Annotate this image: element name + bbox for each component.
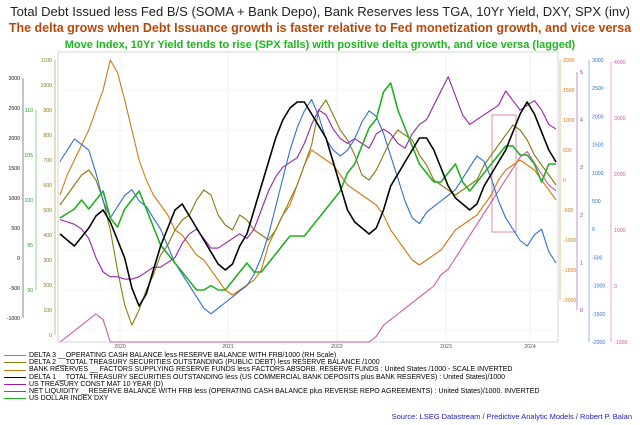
right-axis-2-tick-label: 1000	[592, 171, 604, 177]
series-line-4	[59, 98, 557, 315]
legend-label: BANK RESERVES __ FACTORS SUPPLYING RESER…	[29, 366, 513, 374]
right-axis-2-tick-label: 500	[592, 199, 601, 205]
legend-item: NET LIQUIDITY __RESERVE BALANCE WITH FRB…	[4, 388, 640, 395]
left-axis-outer-tick-label: 2000	[8, 136, 20, 142]
right-axis-4-tick-label: 2000	[614, 172, 626, 178]
x-tick-label: 2023	[440, 344, 452, 350]
right-axis-2-tick-label: 2500	[592, 86, 604, 92]
right-axis-2-tick-label: 2000	[592, 114, 604, 120]
chart-title: Total Debt Issued less Fed B/S (SOMA + B…	[10, 4, 630, 19]
right-axis-2-tick-label: 3000	[592, 58, 604, 64]
left-axis-inner-tick-label: 110	[25, 108, 33, 114]
left-axis-middle-tick-label: 100	[43, 308, 52, 314]
chart-subtitle: The delta grows when Debt Issuance growt…	[8, 21, 632, 35]
right-axis-3-tick-label: 0	[580, 308, 583, 314]
legend-item: DELTA 2 __TOTAL TREASURY SECURITIES OUTS…	[4, 359, 640, 366]
left-axis-middle-tick-label: 800	[43, 133, 52, 139]
right-axis-2-tick-label: -500	[592, 255, 602, 261]
left-axis-middle-tick-label: 700	[43, 158, 52, 164]
axes-layer: 300025002000150010005000-500-10001101051…	[7, 58, 628, 350]
x-tick-label: 2020	[114, 344, 126, 350]
right-axis-1-tick-label: 1000	[563, 118, 575, 124]
right-axis-2-tick-label: -1000	[592, 284, 605, 290]
right-axis-3-tick-label: 1	[580, 260, 583, 266]
legend-item: BANK RESERVES __ FACTORS SUPPLYING RESER…	[4, 366, 640, 373]
left-axis-inner-tick-label: 105	[24, 153, 33, 159]
right-axis-4-tick-label: 1000	[614, 228, 626, 234]
series-line-6	[59, 151, 557, 343]
legend-swatch	[4, 383, 26, 385]
plot-area	[57, 51, 559, 343]
left-axis-middle-tick-label: 400	[43, 233, 52, 239]
right-axis-1-tick-label: 2000	[563, 58, 575, 64]
series-line-2	[59, 59, 557, 296]
legend-swatch	[4, 398, 26, 400]
left-axis-middle-tick-label: 200	[43, 283, 52, 289]
right-axis-2-tick-label: 0	[592, 227, 595, 233]
left-axis-outer-tick-label: 2500	[8, 106, 20, 112]
chart-subtitle-2: Move Index, 10Yr Yield tends to rise (SP…	[64, 39, 576, 51]
right-axis-4-tick-label: -1000	[614, 340, 627, 346]
legend-swatch	[4, 369, 26, 371]
left-axis-outer-tick-label: 0	[17, 256, 20, 262]
legend-swatch	[4, 362, 26, 364]
right-axis-4-tick-label: 3000	[614, 116, 626, 122]
right-axis-4-tick-label: 0	[614, 284, 617, 290]
right-axis-2-tick-label: -2000	[592, 340, 605, 346]
left-axis-middle-tick-label: 1100	[41, 58, 52, 64]
left-axis-middle-tick-label: 1000	[40, 83, 52, 89]
source-note: Source: LSEG Datastream / Predictive Ana…	[391, 412, 632, 421]
left-axis-outer-tick-label: 3000	[8, 76, 20, 82]
right-axis-3-tick-label: 2	[580, 213, 583, 219]
right-axis-1-tick-label: -1000	[563, 238, 576, 244]
legend-label: NET LIQUIDITY __RESERVE BALANCE WITH FRB…	[29, 388, 540, 396]
left-axis-middle-tick-label: 0	[49, 333, 52, 339]
left-axis-outer-tick-label: -500	[10, 286, 20, 292]
left-axis-inner-tick-label: 90	[27, 288, 33, 294]
right-axis-2-tick-label: 1500	[592, 143, 604, 149]
left-axis-middle-tick-label: 900	[43, 108, 52, 114]
x-tick-label: 2022	[331, 344, 343, 350]
legend-swatch	[4, 376, 26, 378]
left-axis-middle-tick-label: 600	[43, 183, 52, 189]
right-axis-3-tick-label: 5	[580, 70, 583, 76]
legend: DELTA 3 __OPERATING CASH BALANCE less RE…	[4, 352, 640, 402]
series-layer	[59, 59, 557, 343]
right-axis-4-tick-label: 4000	[614, 60, 626, 66]
x-tick-label: 2021	[222, 344, 234, 350]
left-axis-middle-tick-label: 500	[43, 208, 52, 214]
right-axis-1-tick-label: -500	[563, 208, 573, 214]
legend-label: US TREASURY CONST MAT 10 YEAR (D)	[29, 380, 164, 388]
legend-label: DELTA 1 __TOTAL TREASURY SECURITIES OUTS…	[29, 373, 506, 381]
legend-label: DELTA 3 __OPERATING CASH BALANCE less RE…	[29, 352, 337, 359]
right-axis-3-tick-label: 4	[580, 118, 583, 124]
right-axis-1-tick-label: 1500	[563, 88, 575, 94]
left-axis-outer-tick-label: 500	[11, 226, 20, 232]
legend-swatch	[4, 355, 26, 357]
series-line-0	[59, 82, 556, 291]
right-axis-1-tick-label: -2000	[563, 298, 576, 304]
right-axis-1-tick-label: 500	[563, 148, 572, 154]
right-axis-2-tick-label: -1500	[592, 312, 605, 318]
series-line-5	[59, 76, 557, 280]
legend-item: DELTA 1 __TOTAL TREASURY SECURITIES OUTS…	[4, 374, 640, 381]
left-axis-outer-tick-label: 1500	[8, 166, 20, 172]
legend-item: US TREASURY CONST MAT 10 YEAR (D)	[4, 381, 640, 388]
left-axis-inner-tick-label: 100	[24, 198, 33, 204]
right-axis-1-tick-label: -1500	[563, 268, 576, 274]
left-axis-outer-tick-label: 1000	[8, 196, 20, 202]
legend-label: DELTA 2 __TOTAL TREASURY SECURITIES OUTS…	[29, 359, 380, 367]
left-axis-inner-tick-label: 95	[27, 243, 33, 249]
left-axis-middle-tick-label: 300	[43, 258, 52, 264]
series-line-3	[59, 101, 557, 307]
legend-label: US DOLLAR INDEX DXY	[29, 395, 109, 403]
right-axis-1-tick-label: 0	[563, 178, 566, 184]
left-axis-outer-tick-label: -1000	[7, 316, 20, 322]
legend-item: US DOLLAR INDEX DXY	[4, 395, 640, 402]
legend-item: DELTA 3 __OPERATING CASH BALANCE less RE…	[4, 352, 640, 359]
x-tick-label: 2024	[524, 344, 536, 350]
right-axis-3-tick-label: 3	[580, 165, 583, 171]
legend-swatch	[4, 391, 26, 393]
